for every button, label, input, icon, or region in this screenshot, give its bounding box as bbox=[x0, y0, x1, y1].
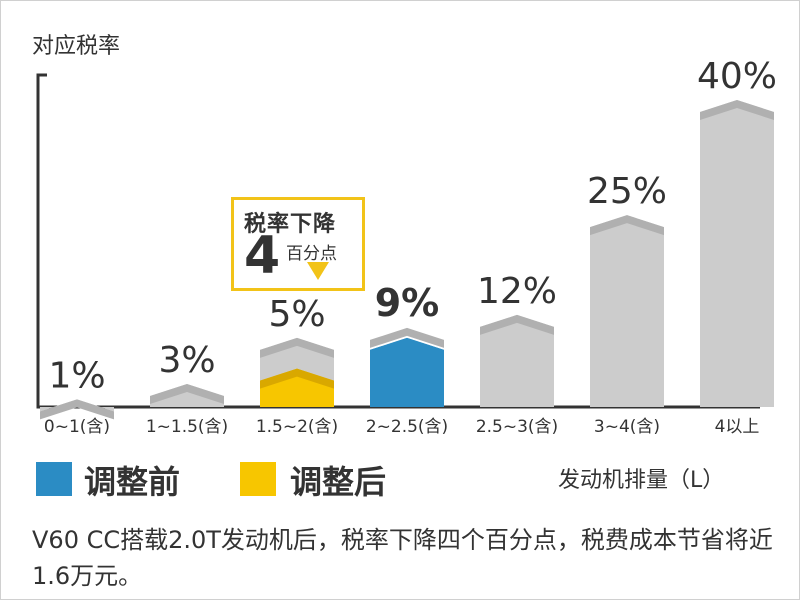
x-axis-label: 发动机排量（L） bbox=[558, 468, 725, 493]
legend-before-swatch bbox=[36, 462, 72, 496]
reduction-callout: 税率下降 4 百分点 bbox=[231, 197, 365, 291]
data-label-6: 40% bbox=[697, 56, 777, 97]
bar-6 bbox=[700, 100, 774, 407]
bar-cap-4 bbox=[480, 314, 554, 335]
caption-text: V60 CC搭载2.0T发动机后，税率下降四个百分点，税费成本节省将近1.6万元… bbox=[32, 526, 773, 590]
bar-cap-6 bbox=[700, 100, 774, 120]
y-axis-label: 对应税率 bbox=[32, 34, 121, 59]
bar-cap-5 bbox=[590, 215, 664, 236]
data-label-0: 1% bbox=[48, 355, 105, 396]
x-tick-label-5: 3~4(含) bbox=[594, 417, 660, 437]
bar-5 bbox=[590, 215, 664, 407]
bar-before-cap-2 bbox=[260, 337, 334, 358]
bar-after-cap-2 bbox=[260, 368, 334, 389]
data-label-1: 3% bbox=[158, 340, 215, 381]
bar-fill-3 bbox=[370, 337, 444, 407]
bar-4 bbox=[480, 314, 554, 407]
data-label-2: 5% bbox=[268, 294, 325, 335]
callout-value: 4 bbox=[244, 226, 281, 286]
data-label-4: 12% bbox=[477, 271, 557, 312]
bar-1 bbox=[150, 383, 224, 407]
bar-cap-3 bbox=[370, 327, 444, 348]
x-tick-label-4: 2.5~3(含) bbox=[476, 417, 558, 437]
legend-before-label: 调整前 bbox=[84, 463, 181, 501]
x-tick-label-1: 1~1.5(含) bbox=[146, 417, 228, 437]
x-tick-label-3: 2~2.5(含) bbox=[366, 417, 448, 437]
x-tick-label-2: 1.5~2(含) bbox=[256, 417, 338, 437]
x-tick-label-6: 4以上 bbox=[715, 417, 760, 437]
bar-cap-1 bbox=[150, 383, 224, 404]
x-tick-label-0: 0~1(含) bbox=[44, 417, 110, 437]
callout-title: 税率下降 bbox=[244, 212, 337, 237]
bar-cap-0 bbox=[40, 399, 114, 420]
legend-after-swatch bbox=[240, 462, 276, 496]
data-label-5: 25% bbox=[587, 171, 667, 212]
down-arrow-icon bbox=[307, 262, 329, 280]
data-label-3: 9% bbox=[375, 281, 440, 325]
callout-unit: 百分点 bbox=[286, 244, 337, 264]
legend-after-label: 调整后 bbox=[290, 463, 387, 501]
